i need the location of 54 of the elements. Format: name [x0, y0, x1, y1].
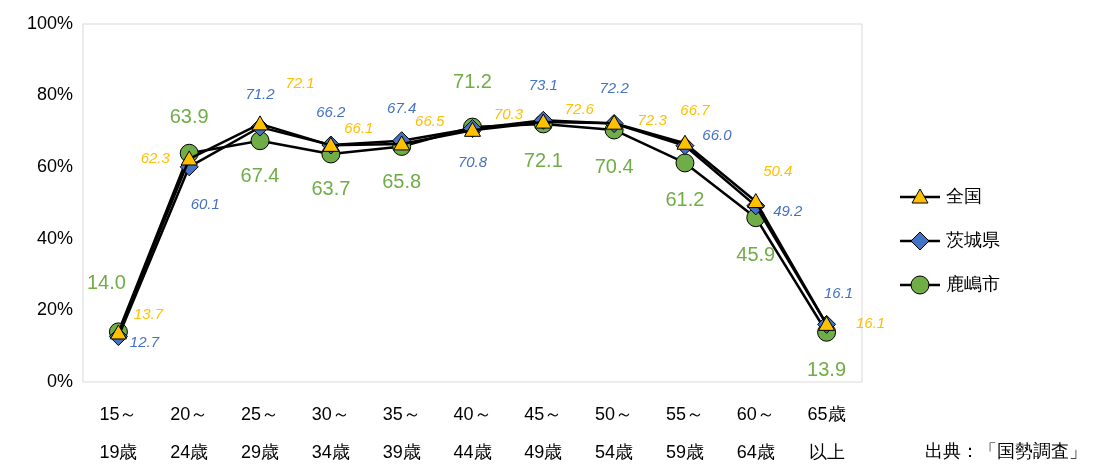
- data-label: 45.9: [736, 242, 776, 265]
- data-label: 13.9: [807, 357, 847, 380]
- data-label: 70.8: [457, 152, 488, 170]
- x-tick-label: 45～49歳: [524, 404, 563, 462]
- data-label: 73.1: [528, 76, 558, 94]
- data-label: 16.1: [823, 284, 854, 302]
- y-tick-label: 60%: [36, 155, 73, 176]
- data-label: 66.2: [316, 102, 347, 120]
- data-label: 13.7: [133, 304, 164, 322]
- data-label: 66.1: [344, 119, 374, 137]
- data-label: 71.2: [453, 70, 492, 93]
- x-tick-label: 15～19歳: [99, 404, 138, 462]
- source-note: 出典：「国勢調査」: [925, 441, 1087, 461]
- data-label: 50.4: [763, 161, 793, 179]
- x-tick-label: 65歳以上: [807, 404, 846, 462]
- x-tick-label: 40～44歳: [453, 404, 492, 462]
- legend-label: 茨城県: [946, 229, 1000, 250]
- data-label: 14.0: [86, 271, 126, 294]
- y-tick-label: 0%: [46, 370, 73, 391]
- x-tick-label: 50～54歳: [595, 404, 634, 462]
- y-tick-label: 40%: [36, 227, 73, 248]
- data-label: 70.3: [493, 105, 524, 123]
- data-label: 12.7: [129, 332, 160, 350]
- x-tick-label: 35～39歳: [382, 404, 421, 462]
- legend-label: 鹿嶋市: [946, 273, 1000, 294]
- data-label: 72.1: [285, 73, 315, 91]
- data-label: 70.4: [594, 155, 634, 178]
- data-label: 16.1: [855, 314, 886, 332]
- data-label: 65.8: [382, 169, 422, 192]
- data-label: 60.1: [190, 194, 220, 212]
- y-tick-label: 100%: [26, 12, 73, 33]
- data-label: 72.3: [637, 111, 668, 129]
- data-label: 66.0: [702, 125, 733, 143]
- x-tick-label: 20～24歳: [170, 404, 209, 462]
- data-label: 66.5: [415, 111, 445, 129]
- data-label: 63.9: [169, 104, 209, 127]
- data-label: 71.2: [245, 85, 276, 103]
- x-tick-label: 25～29歳: [241, 404, 280, 462]
- y-tick-label: 20%: [36, 299, 73, 320]
- x-tick-label: 30～34歳: [311, 404, 350, 462]
- data-label: 49.2: [773, 201, 804, 219]
- data-label: 72.1: [523, 149, 563, 172]
- data-label: 62.3: [140, 148, 171, 166]
- data-label: 61.2: [665, 188, 705, 211]
- x-tick-label: 55～59歳: [665, 404, 704, 462]
- data-label: 72.2: [599, 79, 630, 97]
- data-label: 72.6: [564, 100, 595, 118]
- data-label: 66.7: [680, 101, 711, 119]
- data-label: 67.4: [240, 163, 280, 186]
- legend-label: 全国: [946, 185, 982, 206]
- data-label: 63.7: [311, 177, 351, 200]
- data-label: 67.4: [387, 98, 417, 116]
- x-tick-label: 60～64歳: [736, 404, 775, 462]
- y-tick-label: 80%: [36, 84, 73, 105]
